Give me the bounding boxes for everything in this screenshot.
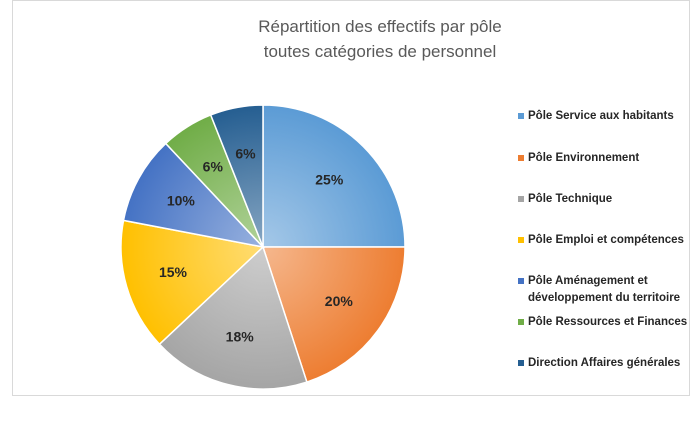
- data-label: 25%: [315, 171, 344, 187]
- legend-swatch: [518, 237, 524, 243]
- pie-slice: [120, 219, 265, 346]
- data-label: 18%: [226, 328, 255, 344]
- pie-slice: [262, 104, 406, 248]
- legend-label: Pôle Technique: [528, 193, 613, 205]
- legend-item: Pôle Ressources et Finances: [518, 314, 692, 331]
- chart-title: toutes catégories de personnel: [264, 42, 497, 61]
- legend-swatch: [518, 278, 524, 284]
- data-label: 20%: [325, 293, 354, 309]
- pie-slice: [158, 245, 308, 390]
- legend-label: Pôle Service aux habitants: [528, 110, 674, 122]
- data-label: 15%: [159, 264, 188, 280]
- legend-item: Pôle Emploi et compétences: [518, 232, 692, 249]
- legend-item: Direction Affaires générales: [518, 355, 692, 372]
- pie-slice: [209, 104, 264, 248]
- legend-swatch: [518, 360, 524, 366]
- legend-item: Pôle Aménagement et développement du ter…: [518, 273, 692, 307]
- legend-item: Pôle Technique: [518, 191, 692, 208]
- legend-label: Pôle Ressources et Finances: [528, 316, 688, 328]
- legend-swatch: [518, 319, 524, 325]
- legend-swatch: [518, 155, 524, 161]
- pie-slice: [261, 246, 406, 383]
- legend-label: Pôle Aménagement et développement du ter…: [528, 275, 681, 304]
- legend-label: Pôle Emploi et compétences: [528, 234, 684, 246]
- legend-item: Pôle Service aux habitants: [518, 108, 692, 125]
- data-label: 10%: [167, 193, 196, 209]
- legend-label: Direction Affaires générales: [528, 357, 681, 369]
- legend-label: Pôle Environnement: [528, 152, 640, 164]
- chart-title: Répartition des effectifs par pôle: [258, 17, 502, 36]
- data-label: 6%: [235, 146, 256, 162]
- legend-item: Pôle Environnement: [518, 150, 692, 167]
- legend-swatch: [518, 196, 524, 202]
- legend-swatch: [518, 113, 524, 119]
- data-label: 6%: [203, 159, 224, 175]
- pie-slice: [122, 142, 266, 249]
